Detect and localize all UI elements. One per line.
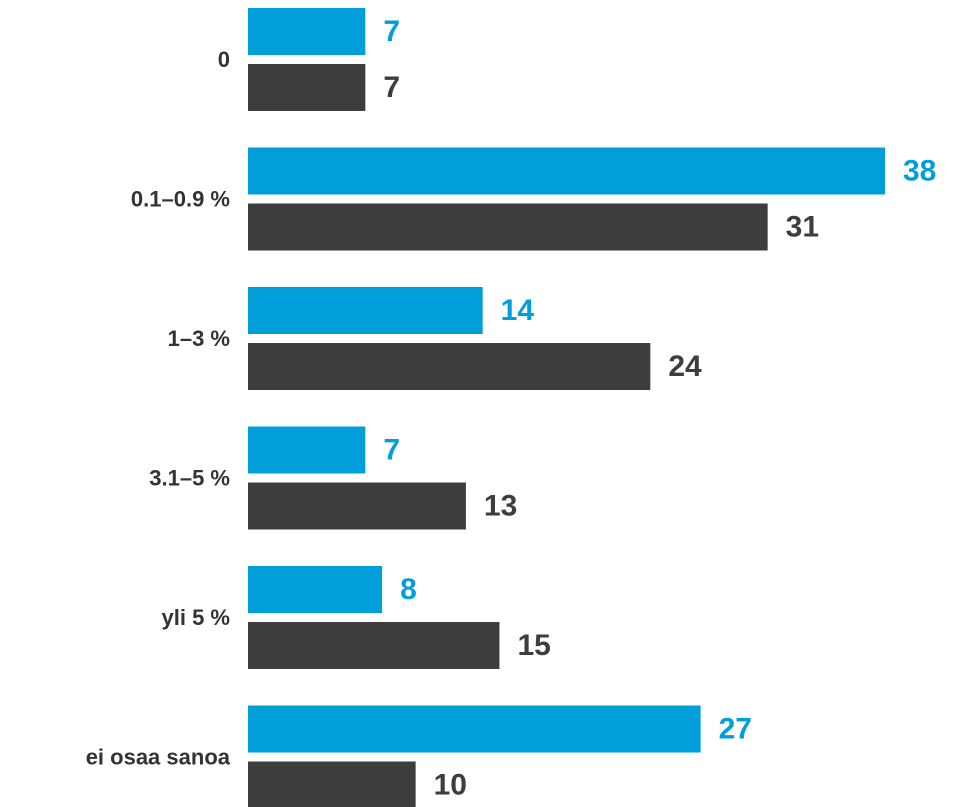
- bar-series-2: [248, 482, 466, 530]
- bar-group: 14 24 1–3 %: [168, 287, 702, 390]
- category-label: 3.1–5 %: [149, 466, 230, 491]
- bar-group: 8 15 yli 5 %: [162, 566, 551, 669]
- data-label-series-2: 10: [434, 769, 467, 802]
- data-label-series-1: 14: [501, 294, 535, 327]
- category-label: ei osaa sanoa: [86, 745, 231, 770]
- bar-series-1: [248, 566, 383, 613]
- category-label: 0.1–0.9 %: [131, 187, 230, 212]
- bar-group: 7 13 3.1–5 %: [149, 426, 517, 530]
- bar-series-2: [248, 622, 500, 669]
- bar-series-2: [248, 64, 366, 111]
- data-label-series-1: 7: [383, 434, 400, 467]
- data-label-series-1: 38: [903, 155, 936, 188]
- data-label-series-2: 31: [786, 211, 819, 244]
- bar-series-1: [248, 147, 885, 195]
- category-label: 0: [218, 47, 230, 72]
- bar-group: 38 31 0.1–0.9 %: [131, 147, 936, 251]
- bar-series-1: [248, 705, 701, 753]
- data-label-series-2: 7: [383, 71, 400, 104]
- category-label: yli 5 %: [162, 605, 230, 630]
- data-label-series-1: 8: [400, 573, 417, 606]
- bar-series-1: [248, 287, 483, 334]
- bar-group: 27 10 ei osaa sanoa: [86, 705, 752, 807]
- bar-series-2: [248, 761, 416, 807]
- bar-series-2: [248, 343, 651, 390]
- bar-series-1: [248, 8, 366, 55]
- data-label-series-2: 13: [484, 490, 517, 523]
- bar-group: 7 7 0: [218, 8, 400, 111]
- bar-series-1: [248, 426, 366, 474]
- data-label-series-1: 7: [383, 15, 400, 48]
- data-label-series-2: 15: [517, 629, 550, 662]
- category-label: 1–3 %: [168, 326, 230, 351]
- data-label-series-1: 27: [719, 713, 752, 746]
- bar-series-2: [248, 203, 768, 251]
- data-label-series-2: 24: [668, 350, 702, 383]
